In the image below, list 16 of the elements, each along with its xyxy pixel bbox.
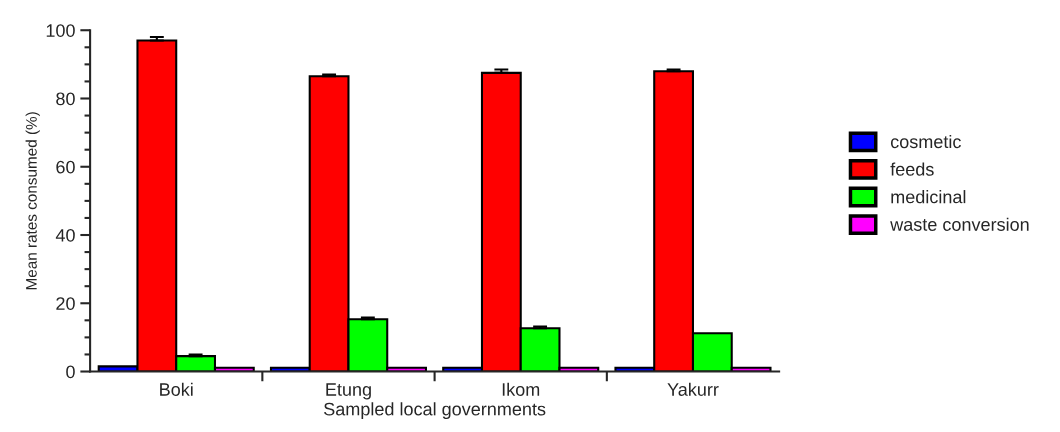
y-tick-label: 100 xyxy=(46,24,75,37)
x-tick-label: Yakurr xyxy=(667,382,719,396)
x-axis-title: Sampled local governments xyxy=(324,402,546,420)
legend-label: feeds xyxy=(890,162,934,176)
x-tick-label: Boki xyxy=(160,382,193,396)
y-tick-label: 60 xyxy=(56,160,75,174)
x-tick-label: Etung xyxy=(326,383,371,400)
y-axis-title: Mean rates consumed (%) xyxy=(25,112,40,290)
y-tick-label: 80 xyxy=(56,92,75,106)
y-tick-label: 40 xyxy=(55,228,75,242)
legend-label: cosmetic xyxy=(890,134,961,149)
y-tick-label: 20 xyxy=(56,297,75,310)
legend-label: waste conversion xyxy=(890,217,1029,231)
legend-label: medicinal xyxy=(891,190,966,204)
x-tick-label: Ikom xyxy=(502,382,540,396)
y-tick-label: 0 xyxy=(66,365,75,379)
